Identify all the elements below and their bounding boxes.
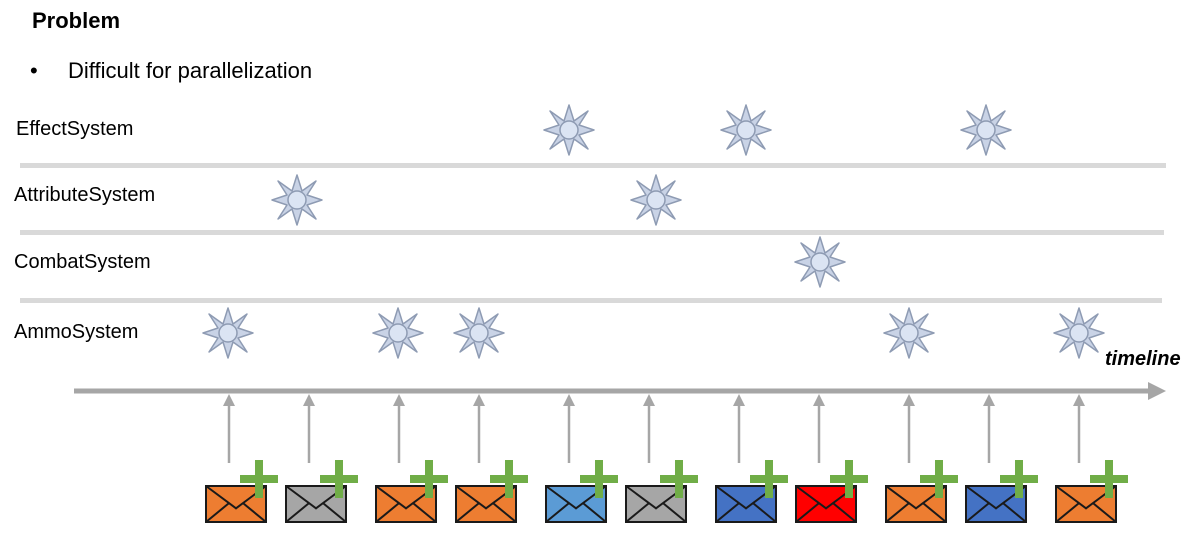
plus-icon: [490, 460, 528, 498]
sun-burst-icon: [271, 174, 323, 226]
timeline-label: timeline: [1105, 348, 1181, 370]
sun-burst-icon: [794, 236, 846, 288]
arrow-head-icon: [733, 394, 745, 406]
arrow-head-icon: [643, 394, 655, 406]
arrow-head-icon: [223, 394, 235, 406]
arrow-head-icon: [473, 394, 485, 406]
message-item: [205, 394, 278, 523]
lane-divider: [20, 298, 1162, 303]
lane-divider: [20, 163, 1166, 168]
sun-burst-icon: [372, 307, 424, 359]
message-item: [885, 394, 958, 523]
message-item: [1055, 394, 1128, 523]
plus-icon: [410, 460, 448, 498]
plus-icon: [920, 460, 958, 498]
plus-icon: [660, 460, 698, 498]
arrow-head-icon: [983, 394, 995, 406]
timeline-axis: [74, 382, 1166, 400]
sun-burst-icon: [202, 307, 254, 359]
plus-icon: [240, 460, 278, 498]
message-item: [795, 394, 868, 523]
arrow-head-icon: [563, 394, 575, 406]
sun-burst-icon: [453, 307, 505, 359]
plus-icon: [830, 460, 868, 498]
sun-burst-icon: [883, 307, 935, 359]
plus-icon: [320, 460, 358, 498]
bullet-item: • Difficult for parallelization: [30, 58, 312, 84]
system-label-ammo: AmmoSystem: [14, 321, 139, 343]
sun-burst-icon: [630, 174, 682, 226]
plus-icon: [580, 460, 618, 498]
message-item: [965, 394, 1038, 523]
bullet-dot-icon: •: [30, 58, 38, 83]
system-label-effect: EffectSystem: [16, 118, 134, 140]
arrow-head-icon: [813, 394, 825, 406]
message-queue: [205, 394, 1128, 523]
system-label-combat: CombatSystem: [14, 251, 151, 273]
sun-burst-icon: [720, 104, 772, 156]
message-item: [715, 394, 788, 523]
bullet-text: Difficult for parallelization: [68, 58, 313, 83]
message-item: [375, 394, 448, 523]
system-label-attribute: AttributeSystem: [14, 184, 156, 206]
arrow-head-icon: [1073, 394, 1085, 406]
arrow-head-icon: [393, 394, 405, 406]
sun-burst-icon: [960, 104, 1012, 156]
lane-divider: [20, 230, 1164, 235]
arrow-head-icon: [903, 394, 915, 406]
envelope-icon: [965, 485, 1027, 523]
sun-burst-icon: [1053, 307, 1105, 359]
envelope-icon: [545, 485, 607, 523]
plus-icon: [1090, 460, 1128, 498]
event-markers: [202, 104, 1105, 359]
message-item: [455, 394, 528, 523]
message-item: [545, 394, 618, 523]
slide-title: Problem: [32, 8, 121, 33]
sun-burst-icon: [543, 104, 595, 156]
plus-icon: [1000, 460, 1038, 498]
envelope-icon: [1055, 485, 1117, 523]
arrow-head-icon: [303, 394, 315, 406]
message-item: [285, 394, 358, 523]
message-item: [625, 394, 698, 523]
plus-icon: [750, 460, 788, 498]
